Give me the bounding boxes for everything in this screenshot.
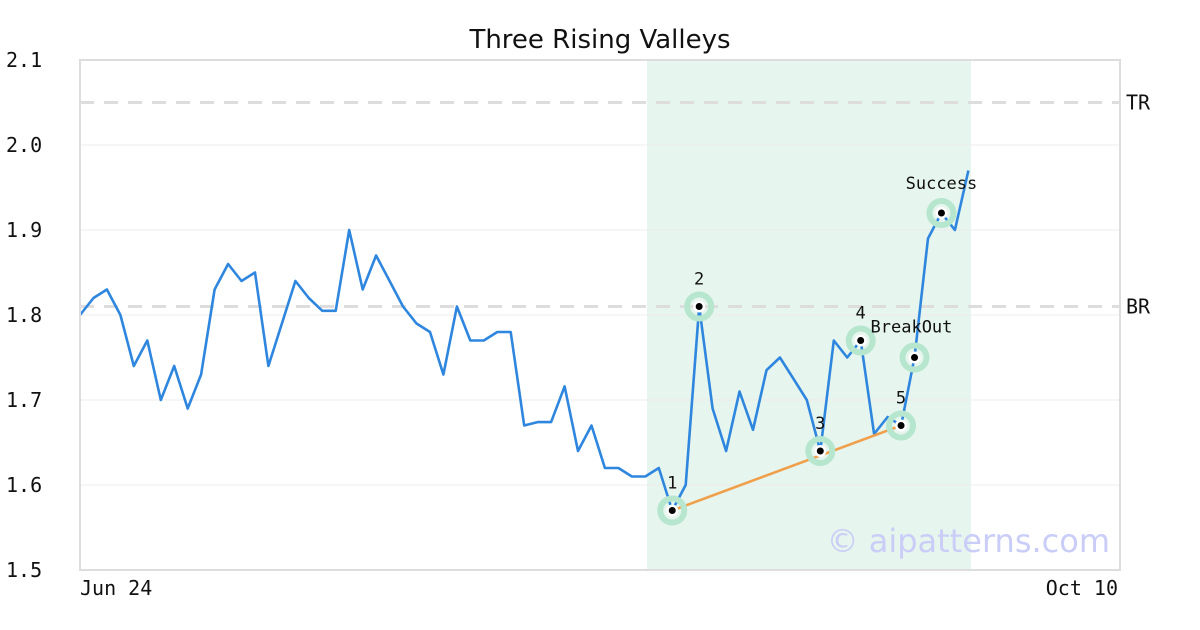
y-tick-label: 1.8 bbox=[6, 303, 42, 327]
x-tick-label: Jun 24 bbox=[80, 576, 152, 600]
y-tick-label: 1.7 bbox=[6, 388, 42, 412]
point-label-2: 2 bbox=[694, 270, 704, 290]
point-halo-2 bbox=[684, 291, 715, 322]
point-halo-4 bbox=[845, 325, 876, 356]
pattern-points: 1 2 3 4 5 BreakOut Success bbox=[657, 174, 978, 526]
point-dot-1 bbox=[668, 507, 676, 514]
point-label-3: 3 bbox=[815, 414, 825, 434]
chart-title: Three Rising Valleys bbox=[468, 25, 730, 55]
watermark: © aipatterns.com bbox=[827, 522, 1110, 560]
rising-valleys-trend-line bbox=[671, 424, 902, 512]
y-axis-ticks: 1.5 1.6 1.7 1.8 1.9 2.0 2.1 bbox=[6, 48, 42, 582]
reference-lines: TR BR bbox=[80, 91, 1151, 319]
point-dot-3 bbox=[816, 447, 824, 455]
point-halo-success bbox=[926, 198, 957, 228]
x-tick-label: Oct 10 bbox=[1046, 576, 1118, 600]
y-tick-label: 2.0 bbox=[6, 133, 42, 157]
point-label-1: 1 bbox=[667, 474, 677, 494]
y-tick-label: 1.5 bbox=[6, 558, 42, 582]
point-halo-1 bbox=[657, 495, 688, 526]
reference-label-br: BR bbox=[1126, 295, 1151, 319]
point-halo-5 bbox=[886, 410, 917, 441]
y-tick-label: 1.6 bbox=[6, 473, 42, 497]
point-label-success: Success bbox=[906, 174, 978, 194]
point-dot-breakout bbox=[911, 354, 919, 361]
x-axis-ticks: Jun 24 Oct 10 bbox=[80, 576, 1118, 600]
point-dot-4 bbox=[857, 337, 865, 344]
point-halo-3 bbox=[805, 436, 836, 466]
point-dot-2 bbox=[695, 303, 703, 310]
point-dot-5 bbox=[897, 422, 905, 429]
point-label-4: 4 bbox=[856, 304, 866, 324]
plot-frame bbox=[79, 59, 1121, 571]
y-tick-label: 2.1 bbox=[6, 48, 42, 72]
y-tick-label: 1.9 bbox=[6, 218, 42, 242]
reference-label-tr: TR bbox=[1126, 91, 1151, 115]
point-halo-breakout bbox=[899, 342, 930, 373]
point-dot-success bbox=[937, 209, 945, 217]
point-label-5: 5 bbox=[896, 389, 906, 409]
point-label-breakout: BreakOut bbox=[871, 318, 953, 338]
